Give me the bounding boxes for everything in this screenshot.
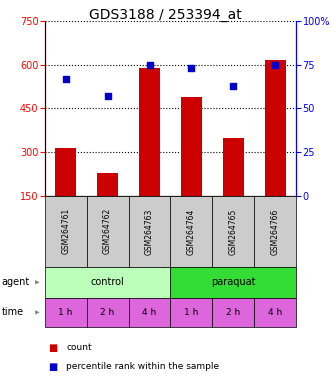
Point — [231, 83, 236, 89]
Text: 2 h: 2 h — [226, 308, 241, 317]
Text: GSM264763: GSM264763 — [145, 208, 154, 255]
Text: 2 h: 2 h — [100, 308, 115, 317]
Text: time: time — [2, 307, 24, 318]
Point — [189, 65, 194, 71]
Text: 1 h: 1 h — [184, 308, 199, 317]
Point — [147, 62, 152, 68]
Text: ■: ■ — [48, 343, 57, 353]
Text: count: count — [66, 343, 92, 352]
Bar — [97, 172, 118, 240]
Point — [63, 76, 68, 82]
Text: GSM264761: GSM264761 — [61, 208, 70, 255]
Bar — [181, 97, 202, 240]
Bar — [265, 60, 286, 240]
Bar — [55, 148, 76, 240]
Text: 4 h: 4 h — [142, 308, 157, 317]
Text: paraquat: paraquat — [211, 277, 256, 287]
Text: GSM264766: GSM264766 — [271, 208, 280, 255]
Bar — [139, 68, 160, 240]
Point — [273, 62, 278, 68]
Text: percentile rank within the sample: percentile rank within the sample — [66, 362, 219, 371]
Point — [105, 93, 110, 99]
Text: GSM264765: GSM264765 — [229, 208, 238, 255]
Text: 1 h: 1 h — [59, 308, 73, 317]
Text: GSM264762: GSM264762 — [103, 208, 112, 255]
Bar — [223, 137, 244, 240]
Text: control: control — [91, 277, 124, 287]
Text: GDS3188 / 253394_at: GDS3188 / 253394_at — [89, 8, 242, 22]
Text: 4 h: 4 h — [268, 308, 282, 317]
Text: ■: ■ — [48, 362, 57, 372]
Text: agent: agent — [2, 277, 30, 287]
Text: GSM264764: GSM264764 — [187, 208, 196, 255]
